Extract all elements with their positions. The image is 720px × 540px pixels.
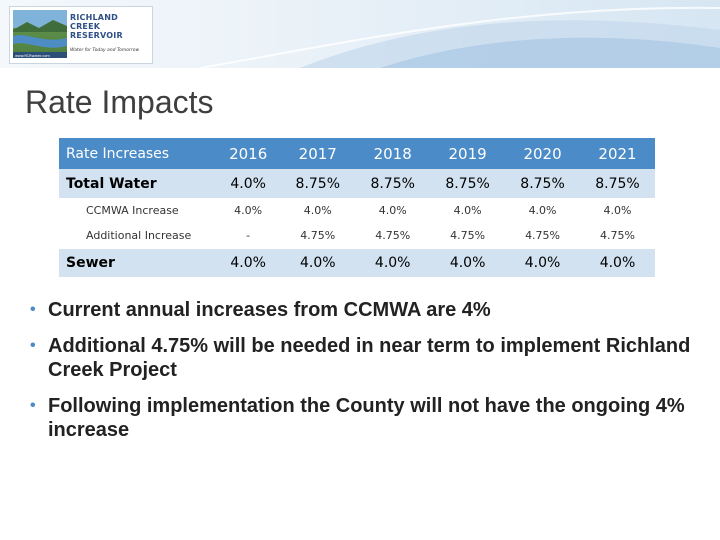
bullet-icon: • — [30, 397, 36, 414]
column-header: 2017 — [298, 144, 337, 163]
table-cell: 4.0% — [234, 204, 263, 217]
table-cell: 4.0% — [524, 254, 561, 271]
table-cell: 4.0% — [528, 204, 557, 217]
header-banner: www.RCRwater.com RICHLAND CREEK RESERVOI… — [0, 0, 720, 68]
table-cell: 4.0% — [599, 254, 636, 271]
table-row: Additional Increase - 4.75% 4.75% 4.75% … — [59, 223, 655, 248]
logo-name: RICHLAND CREEK RESERVOIR — [70, 13, 123, 40]
table-cell: 4.75% — [600, 228, 635, 242]
bullet-text: Current annual increases from CCMWA are … — [48, 299, 491, 321]
table-cell: 4.0% — [230, 254, 266, 271]
column-header: Rate Increases — [66, 145, 170, 162]
bullet-text: Additional 4.75% will be needed in near … — [48, 335, 691, 381]
logo: www.RCRwater.com RICHLAND CREEK RESERVOI… — [9, 6, 153, 64]
table-cell: 4.0% — [230, 175, 266, 192]
table-cell: 4.0% — [378, 204, 407, 217]
column-header: 2019 — [448, 144, 487, 163]
bullet-item: • Following implementation the County wi… — [30, 394, 700, 442]
logo-tagline: Water for Today and Tomorrow — [70, 48, 140, 53]
wave-decoration — [199, 6, 720, 68]
reservoir-image-icon: www.RCRwater.com — [13, 10, 67, 58]
bullet-item: • Current annual increases from CCMWA ar… — [30, 298, 700, 322]
table-row: Total Water 4.0% 8.75% 8.75% 8.75% 8.75%… — [59, 169, 655, 198]
table-cell: - — [246, 228, 251, 242]
table-cell: 8.75% — [445, 175, 490, 192]
table-cell: 4.75% — [300, 228, 336, 242]
logo-url: www.RCRwater.com — [15, 54, 50, 58]
table-cell: 4.75% — [375, 228, 411, 242]
table-row: Sewer 4.0% 4.0% 4.0% 4.0% 4.0% 4.0% — [59, 248, 655, 277]
table-cell: 4.0% — [603, 204, 632, 217]
bullet-text: Following implementation the County will… — [48, 395, 685, 441]
row-label: CCMWA Increase — [86, 204, 179, 217]
table-cell: 4.0% — [303, 204, 332, 217]
table-cell: 4.75% — [525, 228, 561, 242]
table-cell: 4.0% — [299, 254, 336, 271]
column-header: 2021 — [598, 144, 637, 163]
row-label: Sewer — [66, 254, 115, 271]
bullet-item: • Additional 4.75% will be needed in nea… — [30, 334, 700, 382]
table-row: CCMWA Increase 4.0% 4.0% 4.0% 4.0% 4.0% … — [59, 198, 655, 223]
rate-table: Rate Increases 2016 2017 2018 2019 2020 … — [59, 138, 655, 277]
column-header: 2020 — [523, 144, 562, 163]
table-cell: 8.75% — [295, 175, 341, 192]
table-cell: 8.75% — [595, 175, 640, 192]
bullet-list: • Current annual increases from CCMWA ar… — [30, 298, 700, 454]
column-header: 2018 — [373, 144, 412, 163]
column-header: 2016 — [229, 144, 268, 163]
table-cell: 4.75% — [450, 228, 486, 242]
row-label: Total Water — [66, 175, 157, 192]
table-header-row: Rate Increases 2016 2017 2018 2019 2020 … — [59, 138, 655, 169]
table-cell: 8.75% — [370, 175, 415, 192]
row-label: Additional Increase — [86, 228, 192, 242]
table-cell: 8.75% — [520, 175, 565, 192]
table-cell: 4.0% — [449, 254, 486, 271]
bullet-icon: • — [30, 301, 36, 318]
table-cell: 4.0% — [453, 204, 482, 217]
bullet-icon: • — [30, 337, 36, 354]
page-title: Rate Impacts — [25, 84, 214, 120]
table-cell: 4.0% — [374, 254, 411, 271]
